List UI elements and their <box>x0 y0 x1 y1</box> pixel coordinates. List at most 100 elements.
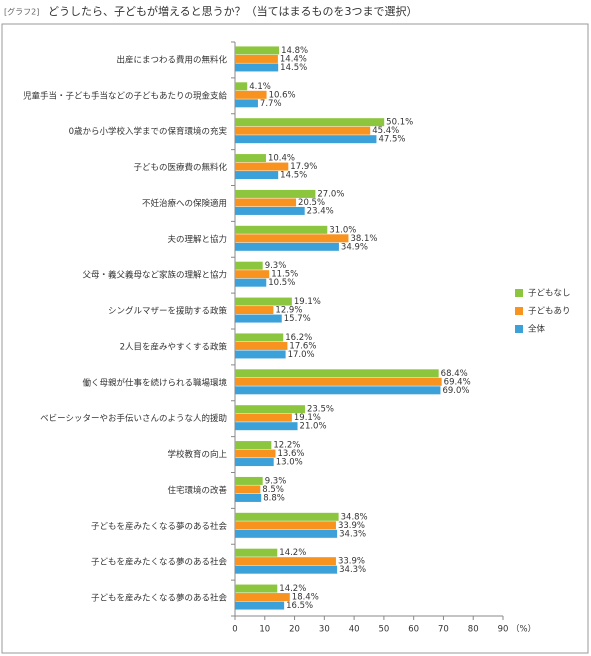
bar <box>235 405 305 414</box>
bar <box>235 297 292 306</box>
frame <box>1 23 589 654</box>
bar <box>235 449 276 458</box>
value-label: 10.6% <box>269 90 296 100</box>
value-label: 33.9% <box>338 557 365 567</box>
bar <box>235 225 328 234</box>
bar <box>235 54 278 63</box>
bar <box>235 565 338 574</box>
value-label: 16.2% <box>285 333 312 343</box>
bar <box>235 99 258 108</box>
bar <box>235 369 439 378</box>
y-tick-label: 子どもを産みたくなる夢のある社会 <box>91 557 228 568</box>
value-label: 16.5% <box>286 601 313 611</box>
bar <box>235 485 261 494</box>
y-tick-label: 子どもを産みたくなる夢のある社会 <box>91 593 228 604</box>
value-label: 50.1% <box>386 118 413 128</box>
value-label: 21.0% <box>300 422 327 432</box>
x-tick-label: 60 <box>408 625 419 635</box>
value-label: 12.9% <box>275 306 302 316</box>
y-tick-label: シングルマザーを援助する政策 <box>108 306 228 317</box>
x-tick-label: 90 <box>498 625 509 635</box>
y-tick-label: 出産にまつわる費用の無料化 <box>116 54 227 65</box>
value-label: 19.1% <box>294 297 321 307</box>
bar <box>235 413 292 422</box>
x-tick-label: 30 <box>319 625 330 635</box>
value-label: 23.4% <box>307 206 334 216</box>
value-label: 13.0% <box>276 458 303 468</box>
bar <box>235 548 278 557</box>
x-tick-label: 70 <box>438 625 449 635</box>
bar <box>235 126 371 135</box>
y-tick-label: ベビーシッターやお手伝いさんのような人的援助 <box>40 413 227 424</box>
value-label: 19.1% <box>294 413 321 423</box>
y-tick-label: 児童手当・子ども手当などの子どもあたりの現金支給 <box>23 90 228 101</box>
bar <box>235 63 279 72</box>
y-tick-label: 子どもの医療費の無料化 <box>133 162 227 173</box>
value-label: 47.5% <box>378 135 405 145</box>
bar <box>235 521 336 530</box>
bar <box>235 341 288 350</box>
value-label: 14.5% <box>280 63 307 73</box>
value-label: 4.1% <box>249 82 271 92</box>
x-tick-label: 50 <box>378 625 389 635</box>
value-label: 34.3% <box>339 529 366 539</box>
bar <box>235 529 338 538</box>
value-label: 10.5% <box>268 278 295 288</box>
legend-label: 全体 <box>528 324 546 335</box>
value-label: 17.0% <box>288 350 315 360</box>
value-label: 12.2% <box>273 441 300 451</box>
bar <box>235 206 305 215</box>
bar <box>235 314 282 323</box>
bar <box>235 162 289 171</box>
value-label: 14.2% <box>279 548 306 558</box>
value-label: 68.4% <box>441 369 468 379</box>
bar <box>235 476 263 485</box>
bar <box>235 593 290 602</box>
bar <box>235 90 267 99</box>
bar <box>235 386 441 395</box>
value-label: 33.9% <box>338 521 365 531</box>
value-label: 15.7% <box>284 314 311 324</box>
value-label: 20.5% <box>298 198 325 208</box>
bar <box>235 46 280 55</box>
legend-swatch <box>515 325 523 333</box>
value-label: 18.4% <box>292 593 319 603</box>
y-tick-label: 住宅環境の改善 <box>167 485 227 496</box>
bar <box>235 242 339 251</box>
bar <box>235 189 316 198</box>
legend-label: 子どもあり <box>528 307 571 317</box>
bar <box>235 261 263 270</box>
value-label: 27.0% <box>317 189 344 199</box>
value-label: 17.9% <box>290 162 317 172</box>
bar <box>235 377 442 386</box>
value-label: 17.6% <box>289 341 316 351</box>
bar <box>235 493 262 502</box>
value-label: 38.1% <box>350 234 377 244</box>
x-tick-label: 40 <box>349 625 360 635</box>
bar <box>235 270 270 279</box>
bar <box>235 306 274 315</box>
x-tick-label: 0 <box>232 625 237 635</box>
value-label: 10.4% <box>268 154 295 164</box>
value-label: 69.0% <box>442 386 469 396</box>
x-tick-label: 20 <box>289 625 300 635</box>
y-tick-label: 働く母親が仕事を続けられる職場環境 <box>82 377 227 388</box>
y-tick-label: 2人目を産みやすくする政策 <box>120 341 228 352</box>
bar <box>235 512 339 521</box>
x-unit: （%） <box>511 624 536 635</box>
value-label: 9.3% <box>265 476 287 486</box>
value-label: 14.8% <box>281 46 308 56</box>
bar <box>235 154 266 163</box>
y-tick-label: 夫の理解と協力 <box>167 234 227 245</box>
figure-label: [グラフ2] <box>4 7 39 17</box>
chart-title: どうしたら、子どもが増えると思うか？（当てはまるものを3つまで選択） <box>48 4 417 18</box>
value-label: 9.3% <box>265 261 287 271</box>
bar <box>235 118 385 127</box>
y-tick-label: 父母・義父義母など家族の理解と協力 <box>82 270 227 281</box>
value-label: 11.5% <box>271 270 298 280</box>
bar <box>235 234 349 243</box>
value-label: 14.4% <box>280 54 307 64</box>
value-label: 14.2% <box>279 584 306 594</box>
value-label: 34.8% <box>341 512 368 522</box>
